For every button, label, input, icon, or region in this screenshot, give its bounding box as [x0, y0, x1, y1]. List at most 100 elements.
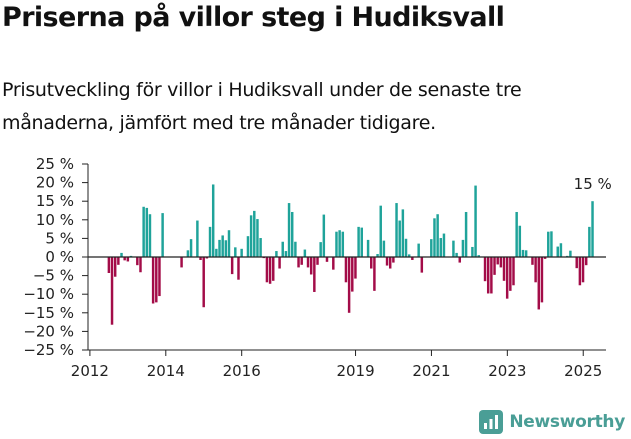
- bar: [411, 257, 414, 260]
- bar: [240, 248, 243, 257]
- bar: [158, 257, 161, 297]
- bar: [354, 257, 357, 279]
- bar: [578, 257, 582, 286]
- bar: [259, 238, 262, 257]
- newsworthy-logo-icon: [479, 410, 504, 434]
- bar: [515, 211, 518, 257]
- bar: [189, 239, 193, 257]
- bar: [477, 255, 480, 257]
- bar: [322, 214, 326, 257]
- bar: [218, 239, 221, 257]
- bar: [221, 235, 224, 257]
- bar: [281, 241, 284, 257]
- bar: [401, 209, 405, 257]
- y-tick-label: 15 %: [36, 192, 74, 210]
- bar: [237, 257, 240, 280]
- bar: [275, 251, 278, 257]
- bar: [455, 252, 458, 257]
- y-tick-label: 0 %: [45, 248, 74, 266]
- bar: [502, 257, 506, 281]
- bar: [420, 257, 424, 273]
- bar: [357, 226, 360, 257]
- bar: [110, 257, 114, 325]
- bar: [145, 207, 149, 257]
- bar: [392, 257, 395, 263]
- bar: [211, 184, 215, 257]
- bar: [430, 239, 433, 257]
- bar: [540, 257, 544, 303]
- bar: [496, 257, 499, 265]
- bar: [452, 240, 455, 257]
- bar: [442, 233, 446, 257]
- bar: [486, 257, 490, 294]
- y-tick-label: 5 %: [45, 229, 74, 247]
- bar: [373, 257, 376, 291]
- bar: [531, 257, 534, 265]
- bar: [433, 218, 436, 257]
- bar: [398, 220, 401, 257]
- bar: [341, 231, 345, 257]
- bar: [490, 257, 493, 294]
- newsworthy-logo: Newsworthy: [479, 410, 625, 434]
- bar: [464, 211, 468, 257]
- bar: [537, 257, 541, 310]
- bar: [534, 257, 537, 283]
- bar: [588, 226, 591, 257]
- bar: [126, 257, 130, 262]
- bar: [347, 257, 351, 313]
- bar: [325, 257, 329, 262]
- bar: [559, 243, 563, 257]
- bar: [148, 214, 152, 257]
- bar: [471, 246, 474, 257]
- bar: [543, 257, 547, 259]
- bar: [505, 257, 509, 299]
- bar: [316, 257, 319, 265]
- bar: [300, 257, 303, 265]
- bar: [306, 257, 310, 268]
- bar: [120, 252, 123, 257]
- bar: [407, 254, 411, 257]
- x-tick-label: 2021: [412, 362, 450, 380]
- bar: [524, 250, 528, 257]
- bar: [151, 257, 155, 304]
- chart-subtitle: Prisutveckling för villor i Hudiksvall u…: [2, 79, 522, 134]
- bar: [439, 238, 443, 257]
- bar: [113, 257, 117, 277]
- bar: [272, 257, 275, 281]
- bar: [139, 257, 142, 273]
- bar: [107, 257, 111, 273]
- bar: [556, 246, 559, 257]
- y-tick-label: −25 %: [23, 341, 74, 359]
- y-tick-label: −10 %: [23, 285, 74, 303]
- y-tick-label: 20 %: [36, 174, 74, 192]
- bar: [569, 250, 572, 257]
- bar: [246, 236, 250, 257]
- bar: [474, 185, 477, 257]
- x-tick-label: 2023: [488, 362, 526, 380]
- bar: [376, 254, 379, 257]
- bar: [584, 257, 588, 266]
- newsworthy-logo-text: Newsworthy: [509, 412, 625, 432]
- value-annotation: 15 %: [574, 175, 612, 193]
- bar: [202, 257, 205, 308]
- x-tick-label: 2016: [223, 362, 261, 380]
- bar: [230, 257, 234, 275]
- bar: [360, 227, 363, 257]
- bar: [509, 257, 512, 291]
- y-tick-label: −20 %: [23, 322, 74, 340]
- bar: [575, 257, 578, 269]
- bar: [309, 257, 313, 275]
- bar: [208, 226, 212, 257]
- bar: [581, 257, 585, 283]
- bar: [458, 257, 461, 263]
- bar: [287, 203, 291, 257]
- bar: [161, 213, 164, 257]
- bar: [385, 257, 389, 266]
- chart-title: Priserna på villor steg i Hudiksvall: [2, 2, 505, 33]
- bar: [395, 203, 398, 257]
- bar: [547, 231, 550, 257]
- bar: [370, 257, 373, 269]
- bar-series: [107, 184, 594, 325]
- bar: [461, 239, 465, 257]
